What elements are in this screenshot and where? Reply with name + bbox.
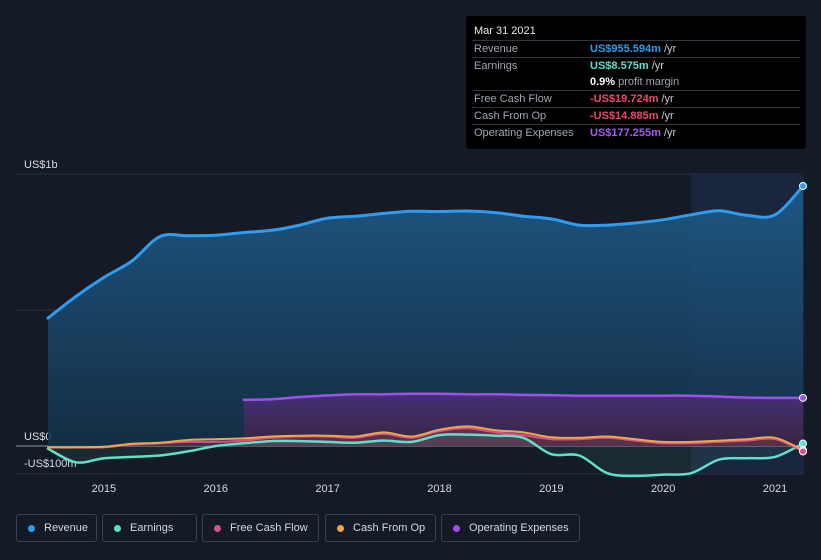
earnings-end-marker xyxy=(799,439,807,448)
tooltip-value: US$8.575m xyxy=(590,60,649,72)
operating-expenses-line xyxy=(242,392,805,402)
revenue-line xyxy=(46,184,805,320)
tooltip-unit: /yr xyxy=(663,43,677,55)
tooltip-value: -US$19.724m xyxy=(590,93,659,105)
revenue-area xyxy=(48,186,803,446)
legend-label: Revenue xyxy=(44,522,89,534)
tooltip-label: Cash From Op xyxy=(474,110,547,122)
legend-item-earnings[interactable]: Earnings xyxy=(102,514,197,542)
legend-label: Cash From Op xyxy=(353,522,426,534)
data-tooltip: Mar 31 2021 Revenue US$955.594m/yr Earni… xyxy=(466,16,806,149)
y-tick-label: -US$100m xyxy=(24,458,77,470)
tooltip-unit: /yr xyxy=(661,110,674,122)
y-tick-label: US$0 xyxy=(24,431,52,443)
x-tick-label: 2015 xyxy=(92,483,116,495)
tooltip-value: -US$14.885m xyxy=(590,110,659,122)
legend-dot-icon xyxy=(28,525,35,532)
tooltip-value: 0.9% xyxy=(590,76,616,88)
earnings-line xyxy=(46,433,805,478)
legend-dot-icon xyxy=(114,525,121,532)
x-tick-label: 2017 xyxy=(315,483,339,495)
tooltip-value: US$955.594m xyxy=(590,43,661,55)
free-cash-flow-end-marker xyxy=(799,447,807,456)
legend-item-free-cash-flow[interactable]: Free Cash Flow xyxy=(202,514,319,542)
legend-item-operating-expenses[interactable]: Operating Expenses xyxy=(441,514,580,542)
tooltip-row-profit-margin: 0.9% profit margin xyxy=(466,73,806,90)
tooltip-row-free-cash-flow: Free Cash Flow -US$19.724m/yr xyxy=(466,90,806,107)
tooltip-unit: /yr xyxy=(661,93,674,105)
x-tick-label: 2021 xyxy=(763,483,787,495)
legend-item-cash-from-op[interactable]: Cash From Op xyxy=(325,514,436,542)
tooltip-label: Free Cash Flow xyxy=(474,93,552,105)
tooltip-unit: profit margin xyxy=(618,76,680,88)
x-tick-label: 2016 xyxy=(204,483,228,495)
y-tick-label: US$1b xyxy=(24,159,58,171)
legend-dot-icon xyxy=(337,525,344,532)
revenue-end-marker xyxy=(799,181,807,190)
tooltip-row-cash-from-op: Cash From Op -US$14.885m/yr xyxy=(466,107,806,124)
tooltip-date: Mar 31 2021 xyxy=(474,25,536,37)
legend-item-revenue[interactable]: Revenue xyxy=(16,514,97,542)
tooltip-unit: /yr xyxy=(651,60,664,72)
operating-expenses-end-marker xyxy=(799,393,807,402)
legend-dot-icon xyxy=(214,525,221,532)
tooltip-label: Revenue xyxy=(474,43,519,55)
legend-label: Operating Expenses xyxy=(469,522,569,534)
legend-label: Free Cash Flow xyxy=(230,522,308,534)
tooltip-unit: /yr xyxy=(663,127,677,139)
tooltip-value: US$177.255m xyxy=(590,127,661,139)
tooltip-row-operating-expenses: Operating Expenses US$177.255m/yr xyxy=(466,124,806,141)
legend-label: Earnings xyxy=(130,522,174,534)
x-tick-label: 2020 xyxy=(651,483,675,495)
tooltip-row-earnings: Earnings US$8.575m/yr xyxy=(466,57,806,74)
tooltip-label: Earnings xyxy=(474,60,518,72)
x-tick-label: 2019 xyxy=(539,483,563,495)
cash-from-op-line xyxy=(47,425,804,452)
tooltip-label: Operating Expenses xyxy=(474,127,574,139)
legend-dot-icon xyxy=(453,525,460,532)
tooltip-row-revenue: Revenue US$955.594m/yr xyxy=(466,40,806,57)
free-cash-flow-line xyxy=(47,427,804,453)
x-tick-label: 2018 xyxy=(427,483,451,495)
